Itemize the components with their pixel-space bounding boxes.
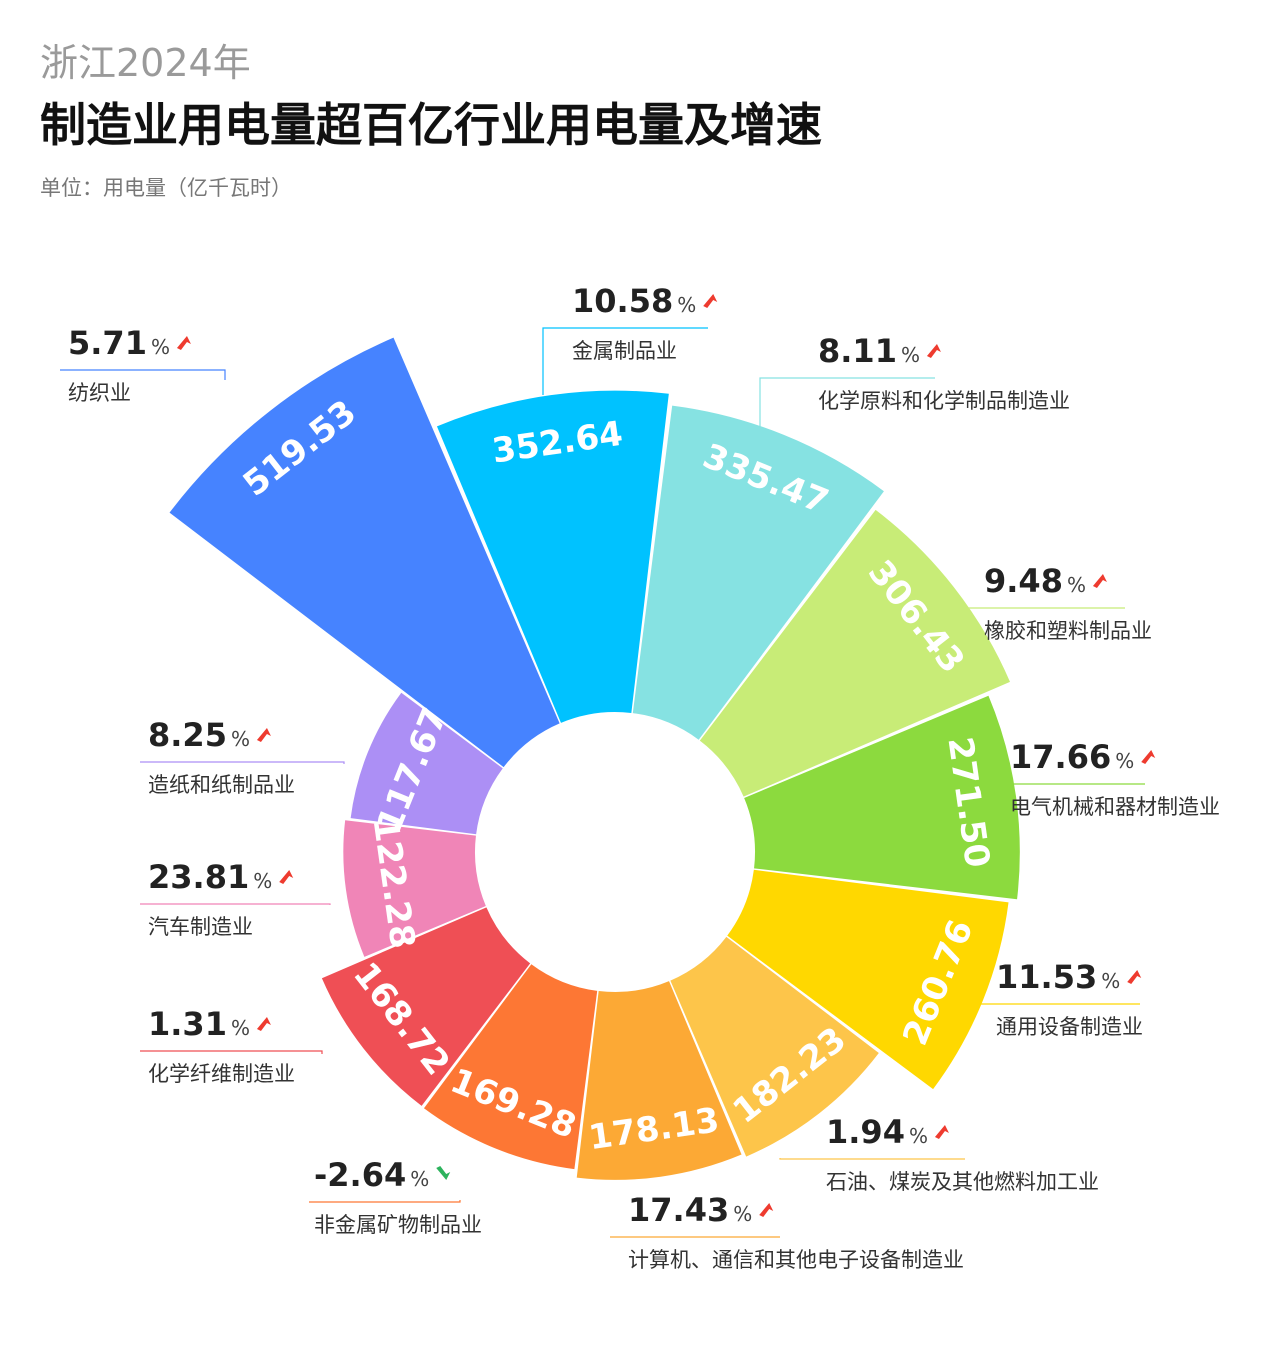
percent-sign: % [677,293,696,317]
category-name: 电气机械和器材制造业 [1010,795,1220,819]
leader-line [309,1200,461,1203]
growth-value: 11.53 [996,958,1097,996]
leader-line [934,607,1125,609]
rose-sector [169,337,560,768]
category-label: 23.81 %汽车制造业 [148,858,294,939]
trend-up-icon [1141,750,1156,764]
trend-up-icon [176,336,191,350]
percent-sign: % [1067,573,1086,597]
category-label: 8.25 % 造纸和纸制品业 [148,716,295,797]
category-label: 17.43 % 计算机、通信和其他电子设备制造业 [628,1191,964,1272]
growth-value: 17.43 [628,1191,729,1229]
percent-sign: % [410,1167,429,1191]
percent-sign: % [733,1202,752,1226]
growth-value: 23.81 [148,858,249,896]
percent-sign: % [901,343,920,367]
chart-subtitle: 浙江2024年 [40,41,251,85]
category-name: 橡胶和塑料制品业 [984,619,1152,643]
trend-up-icon [926,344,941,358]
trend-up-icon [759,1203,774,1217]
rose-sector [321,907,531,1106]
trend-up-icon [279,870,294,884]
trend-up-icon [1092,574,1107,588]
category-label: 11.53 % 通用设备制造业 [996,958,1143,1039]
chart-title: 制造业用电量超百亿行业用电量及增速 [40,98,822,152]
unit-label: 单位：用电量（亿千瓦时） [40,176,292,200]
growth-value: 9.48 [984,562,1063,600]
trend-up-icon [1127,970,1142,984]
rose-sector [670,936,879,1157]
category-name: 非金属矿物制品业 [314,1213,482,1237]
category-name: 纺织业 [68,381,131,405]
category-label: 17.66 % 电气机械和器材制造业 [1010,738,1220,819]
percent-sign: % [909,1124,928,1148]
header: 浙江2024年 制造业用电量超百亿行业用电量及增速 单位：用电量（亿千瓦时） [40,38,822,202]
growth-value: 17.66 [1010,738,1111,776]
leader-line [140,903,331,905]
category-name: 汽车制造业 [148,915,253,939]
category-name: 通用设备制造业 [996,1015,1143,1039]
leader-line [779,1158,965,1160]
percent-sign: % [231,1016,250,1040]
category-name: 化学纤维制造业 [148,1062,295,1086]
percent-sign: % [231,727,250,751]
percent-sign: % [1115,749,1134,773]
category-name: 金属制品业 [572,339,677,363]
trend-down-icon [436,1166,451,1180]
leader-line [140,761,345,764]
growth-value: 8.11 [818,332,897,370]
leader-line [759,377,935,432]
trend-up-icon [934,1125,949,1139]
rose-sector [423,964,598,1170]
growth-value: 1.31 [148,1005,227,1043]
rose-sector [744,695,1020,900]
category-label: 1.31 % 化学纤维制造业 [148,1005,295,1086]
category-name: 造纸和纸制品业 [148,773,295,797]
rose-sector [576,981,742,1180]
rose-sector [727,869,1009,1090]
rose-sector [436,390,669,723]
leader-line [140,1050,323,1054]
leader-line [542,327,708,395]
growth-value: 5.71 [68,324,147,362]
trend-up-icon [256,1017,271,1031]
leader-line [60,369,226,380]
trend-up-icon [256,728,271,742]
percent-sign: % [151,335,170,359]
growth-value: 8.25 [148,716,227,754]
category-label: 1.94 % 石油、煤炭及其他燃料加工业 [826,1113,1099,1194]
category-name: 计算机、通信和其他电子设备制造业 [628,1248,964,1272]
percent-sign: % [253,869,272,893]
category-name: 化学原料和化学制品制造业 [818,389,1070,413]
growth-value: -2.64 [314,1156,406,1194]
rose-sector [632,405,884,740]
category-label: 8.11 % 化学原料和化学制品制造业 [818,332,1070,413]
growth-value: 1.94 [826,1113,905,1151]
rose-sector [350,692,503,835]
category-name: 石油、煤炭及其他燃料加工业 [826,1170,1099,1194]
growth-value: 10.58 [572,282,673,320]
category-label: 5.71 % 纺织业 [68,324,191,405]
rose-sector [343,820,486,957]
category-label: -2.64 % 非金属矿物制品业 [314,1156,482,1237]
trend-up-icon [703,294,718,308]
category-label: 9.48 % 橡胶和塑料制品业 [984,562,1152,643]
category-label: 10.58 %金属制品业 [572,282,718,363]
rose-sector [699,509,1011,797]
percent-sign: % [1101,969,1120,993]
